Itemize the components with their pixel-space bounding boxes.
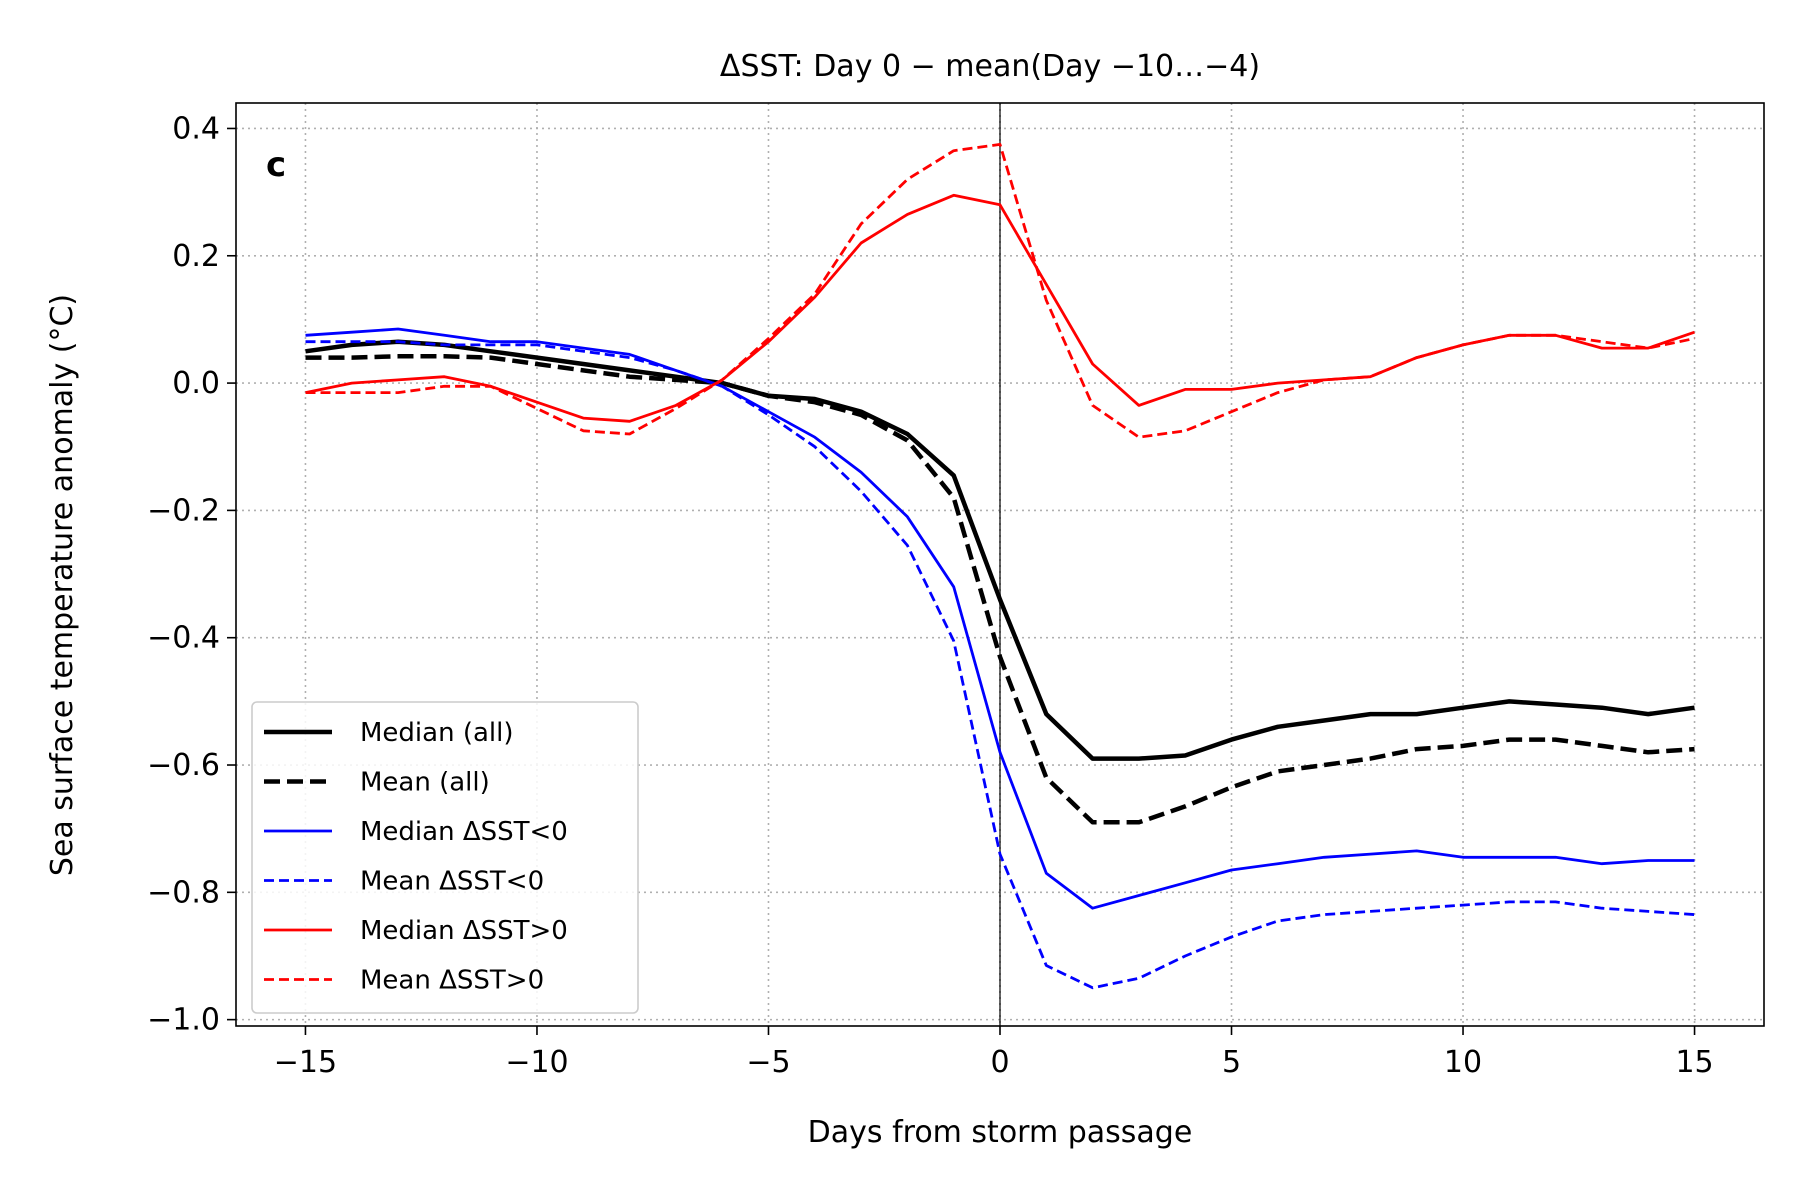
x-tick-label: 0 [990, 1045, 1009, 1080]
y-axis-ticks: 0.4 0.2 0.0 −0.2 −0.4 −0.6 −0.8 −1.0 [147, 111, 236, 1038]
x-axis-ticks: −15 −10 −5 0 5 10 15 [274, 1026, 1714, 1080]
x-tick-label: −10 [505, 1045, 568, 1080]
panel-label: c [266, 145, 286, 185]
series-line [305, 340, 1695, 990]
legend-label: Median ΔSST<0 [360, 817, 568, 847]
series-line [305, 142, 1695, 439]
series-line [305, 327, 1695, 910]
y-tick-label: −0.2 [147, 493, 220, 528]
x-tick-label: −15 [274, 1045, 337, 1080]
y-tick-label: −0.6 [147, 748, 220, 783]
series-lines [305, 142, 1695, 990]
y-tick-label: −1.0 [147, 1003, 220, 1038]
y-tick-label: 0.4 [172, 111, 220, 146]
x-tick-label: 10 [1444, 1045, 1482, 1080]
legend-label: Mean (all) [360, 768, 490, 798]
y-tick-label: 0.2 [172, 239, 220, 274]
x-axis-label: Days from storm passage [808, 1115, 1193, 1150]
y-axis-label: Sea surface temperature anomaly (°C) [45, 294, 80, 876]
x-tick-label: 5 [1222, 1045, 1241, 1080]
legend-label: Median ΔSST>0 [360, 916, 568, 946]
series-line [305, 354, 1695, 825]
legend-label: Mean ΔSST>0 [360, 966, 544, 996]
y-tick-label: 0.0 [172, 366, 220, 401]
legend-box [251, 701, 639, 1014]
x-tick-label: −5 [746, 1045, 790, 1080]
y-tick-label: −0.8 [147, 875, 220, 910]
legend-label: Mean ΔSST<0 [360, 867, 544, 897]
legend-label: Median (all) [360, 718, 514, 748]
series-line [305, 339, 1695, 761]
legend: Median (all) Mean (all) Median ΔSST<0 Mean … [251, 701, 639, 1014]
x-tick-label: 15 [1675, 1045, 1713, 1080]
chart-title: ΔSST: Day 0 − mean(Day −10…−4) [720, 49, 1260, 84]
y-tick-label: −0.4 [147, 621, 220, 656]
